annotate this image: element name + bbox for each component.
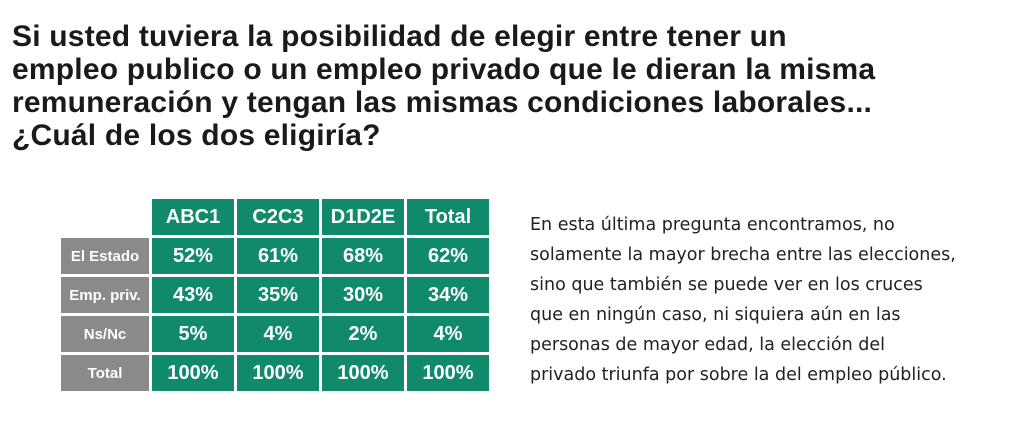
commentary-paragraph: En esta última pregunta encontramos, no … (530, 210, 1010, 390)
table-cell: 100% (152, 355, 234, 391)
table-cell: 34% (407, 277, 489, 313)
commentary-line: En esta última pregunta encontramos, no (530, 215, 895, 235)
row-label-el-estado: El Estado (61, 238, 149, 274)
commentary-line: solamente la mayor brecha entre las elec… (530, 245, 956, 265)
commentary-line: privado triunfa por sobre la del empleo … (530, 365, 947, 385)
table-cell: 4% (407, 316, 489, 352)
table-cell: 100% (322, 355, 404, 391)
table-row: Total 100% 100% 100% 100% (61, 355, 489, 391)
table-cell: 62% (407, 238, 489, 274)
table-cell: 35% (237, 277, 319, 313)
table-cell: 68% (322, 238, 404, 274)
table-cell: 52% (152, 238, 234, 274)
question-line: Si usted tuviera la posibilidad de elegi… (12, 20, 787, 53)
table-cell: 100% (407, 355, 489, 391)
table-cell: 61% (237, 238, 319, 274)
question-line: empleo publico o un empleo privado que l… (12, 53, 876, 86)
table-corner (61, 199, 149, 235)
table-cell: 30% (322, 277, 404, 313)
column-header-d1d2e: D1D2E (322, 199, 404, 235)
table-cell: 5% (152, 316, 234, 352)
column-header-total: Total (407, 199, 489, 235)
question-line: remuneración y tengan las mismas condici… (12, 86, 873, 119)
table-header-row: ABC1 C2C3 D1D2E Total (61, 199, 489, 235)
row-label-emp-priv: Emp. priv. (61, 277, 149, 313)
question-line: ¿Cuál de los dos eligiría? (12, 119, 381, 152)
table-cell: 43% (152, 277, 234, 313)
column-header-abc1: ABC1 (152, 199, 234, 235)
column-header-c2c3: C2C3 (237, 199, 319, 235)
results-table: ABC1 C2C3 D1D2E Total El Estado 52% 61% … (58, 196, 492, 394)
row-label-total: Total (61, 355, 149, 391)
table-row: Ns/Nc 5% 4% 2% 4% (61, 316, 489, 352)
commentary-line: sino que también se puede ver en los cru… (530, 275, 923, 295)
table-row: Emp. priv. 43% 35% 30% 34% (61, 277, 489, 313)
table-cell: 2% (322, 316, 404, 352)
row-label-ns-nc: Ns/Nc (61, 316, 149, 352)
table-cell: 100% (237, 355, 319, 391)
commentary-line: que en ningún caso, ni siquiera aún en l… (530, 305, 901, 325)
commentary-line: personas de mayor edad, la elección del (530, 335, 885, 355)
table-row: El Estado 52% 61% 68% 62% (61, 238, 489, 274)
survey-question: Si usted tuviera la posibilidad de elegi… (12, 20, 1012, 152)
table-cell: 4% (237, 316, 319, 352)
